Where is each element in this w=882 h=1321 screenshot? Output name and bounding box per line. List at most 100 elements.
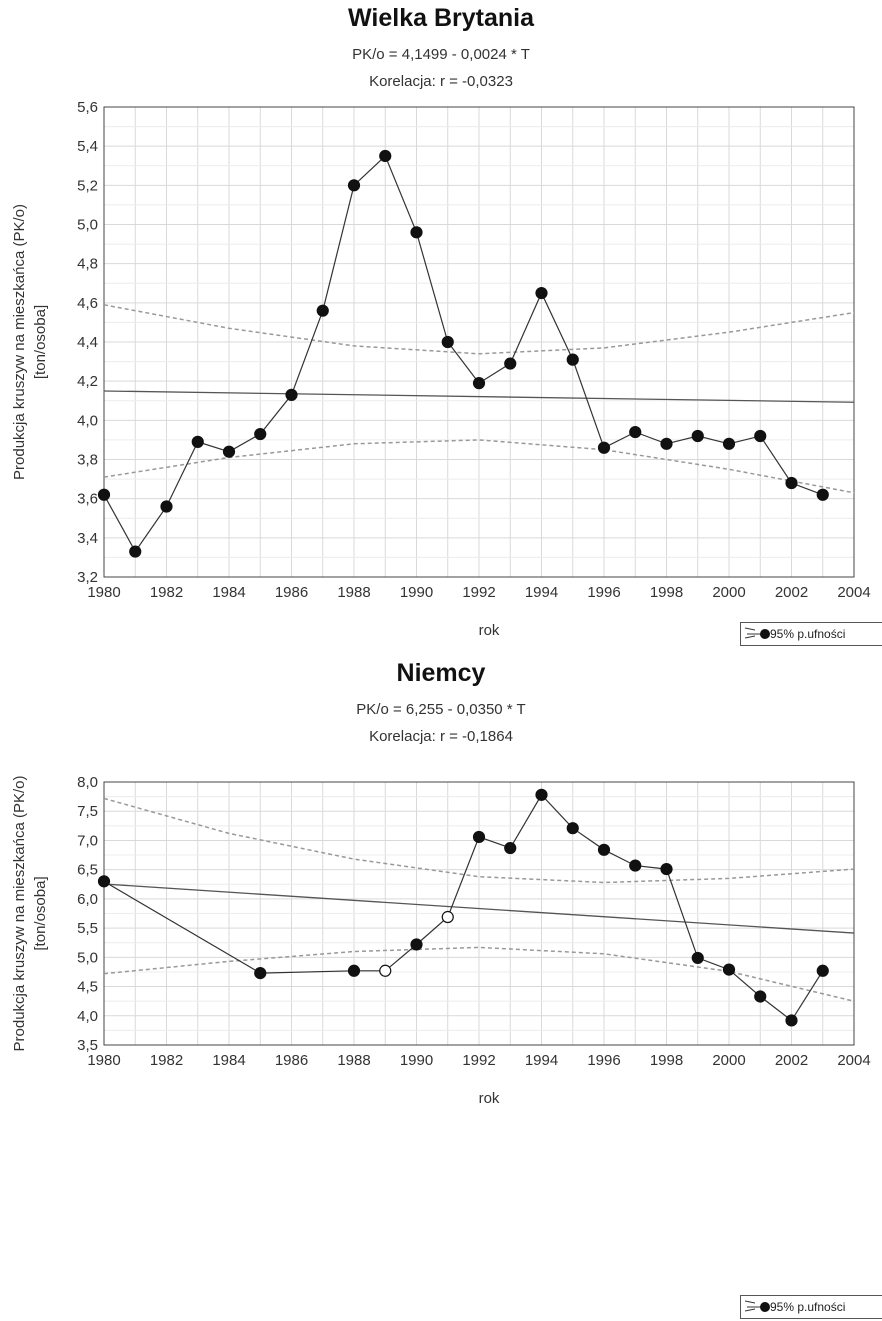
legend-marker-icon — [744, 1300, 770, 1312]
x-tick-label: 2004 — [837, 1052, 870, 1069]
x-tick-label: 2000 — [712, 584, 745, 601]
x-tick-label: 1988 — [337, 1052, 370, 1069]
y-tick-label: 3,5 — [77, 1037, 98, 1054]
plot-border — [103, 106, 855, 578]
y-tick-label: 4,4 — [77, 334, 98, 351]
data-point — [691, 951, 704, 965]
data-point — [347, 964, 361, 977]
data-point — [504, 841, 517, 855]
x-tick-label: 1980 — [87, 584, 120, 601]
data-point — [410, 938, 423, 951]
y-axis-label: Produkcja kruszyw na mieszkańca (PK/o) — [11, 776, 28, 1052]
y-tick-label: 4,5 — [77, 979, 98, 996]
data-point — [347, 179, 361, 192]
x-tick-label: 1994 — [525, 1052, 558, 1069]
data-point — [597, 441, 611, 454]
y-tick-label: 6,5 — [77, 862, 98, 879]
data-point — [254, 967, 267, 980]
chart-uk: 3,2 3,4 3,6 3,8 4,0 4,2 4,4 4,6 4,8 5,0 5,2 5,4 5,6 1… — [11, 99, 871, 639]
y-tick-label: 5,5 — [77, 920, 98, 937]
legend-label: 95% p.ufności — [770, 1300, 846, 1314]
chart-panel-de: 3,5 4,0 4,5 5,0 5,5 6,0 6,5 7,0 7,5 8,0 1980 1982 19… — [0, 655, 882, 1319]
data-point — [97, 488, 111, 501]
regression-line — [103, 390, 855, 403]
data-point — [379, 964, 392, 977]
data-point — [504, 357, 517, 370]
confidence-band-upper — [103, 797, 855, 884]
x-tick-label: 1998 — [650, 1052, 683, 1069]
data-point — [441, 910, 454, 924]
x-tick-label: 1990 — [400, 1052, 433, 1069]
x-tick-label: 1986 — [275, 1052, 308, 1069]
legend-label: 95% p.ufności — [770, 627, 846, 641]
data-point — [285, 388, 298, 401]
chart-correlation: Korelacja: r = -0,0323 — [369, 73, 513, 90]
y-tick-label: 4,0 — [77, 412, 98, 429]
y-tick-label: 5,2 — [77, 177, 98, 194]
y-axis-label: Produkcja kruszyw na mieszkańca (PK/o) — [11, 204, 28, 480]
x-tick-label: 1980 — [87, 1052, 120, 1069]
data-point — [629, 425, 642, 439]
chart-equation: PK/o = 4,1499 - 0,0024 * T — [352, 46, 530, 63]
legend: 95% p.ufności — [740, 1295, 882, 1319]
confidence-band-upper — [103, 304, 855, 355]
data-point — [597, 843, 611, 856]
chart-title: Wielka Brytania — [348, 4, 534, 32]
y-tick-label: 7,5 — [77, 803, 98, 820]
data-point — [254, 427, 267, 441]
data-point — [222, 445, 236, 458]
x-tick-label: 2004 — [837, 584, 870, 601]
x-tick-label: 1982 — [150, 1052, 183, 1069]
y-tick-label: 7,0 — [77, 832, 98, 849]
chart-de: 3,5 4,0 4,5 5,0 5,5 6,0 6,5 7,0 7,5 8,0 1980 1982 19… — [11, 774, 871, 1107]
x-axis-label: rok — [479, 1090, 500, 1107]
data-point — [535, 286, 548, 300]
data-point — [785, 476, 798, 490]
data-point — [629, 859, 642, 872]
data-point — [566, 822, 579, 835]
x-tick-label: 1992 — [462, 584, 495, 601]
data-point — [160, 500, 173, 513]
data-point — [379, 149, 392, 163]
data-point — [691, 429, 704, 443]
y-tick-label: 3,8 — [77, 452, 98, 469]
data-point — [97, 875, 111, 888]
y-tick-label: 4,0 — [77, 1008, 98, 1025]
data-point — [660, 862, 673, 876]
legend: 95% p.ufności — [740, 622, 882, 646]
data-point — [129, 545, 142, 558]
data-point — [722, 437, 736, 450]
data-point — [816, 488, 829, 501]
y-tick-label: 5,0 — [77, 949, 98, 966]
y-tick-label: 5,4 — [77, 138, 98, 155]
x-tick-label: 1992 — [462, 1052, 495, 1069]
x-tick-label: 2002 — [775, 584, 808, 601]
y-tick-label: 3,6 — [77, 491, 98, 508]
y-tick-label: 5,6 — [77, 99, 98, 116]
data-point — [191, 435, 204, 448]
x-tick-label: 1994 — [525, 584, 558, 601]
data-point — [472, 830, 486, 844]
x-tick-label: 1998 — [650, 584, 683, 601]
regression-line — [103, 883, 855, 934]
x-tick-label: 1990 — [400, 584, 433, 601]
data-point — [816, 964, 829, 977]
chart-equation: PK/o = 6,255 - 0,0350 * T — [356, 701, 526, 718]
data-point — [535, 788, 548, 801]
y-tick-label: 8,0 — [77, 774, 98, 791]
y-tick-label: 4,8 — [77, 256, 98, 273]
data-point — [754, 429, 767, 443]
y-axis-unit-label: [ton/osoba] — [32, 876, 49, 950]
x-tick-label: 1982 — [150, 584, 183, 601]
data-point — [660, 437, 673, 450]
plot-border — [103, 781, 855, 1046]
y-tick-label: 6,0 — [77, 891, 98, 908]
x-axis-label: rok — [479, 622, 500, 639]
y-tick-label: 3,4 — [77, 530, 98, 547]
y-tick-label: 4,2 — [77, 373, 98, 390]
x-tick-label: 1984 — [212, 584, 245, 601]
chart-correlation: Korelacja: r = -0,1864 — [369, 728, 513, 745]
y-tick-label: 4,6 — [77, 295, 98, 312]
data-point — [410, 226, 423, 239]
y-tick-label: 5,0 — [77, 217, 98, 234]
